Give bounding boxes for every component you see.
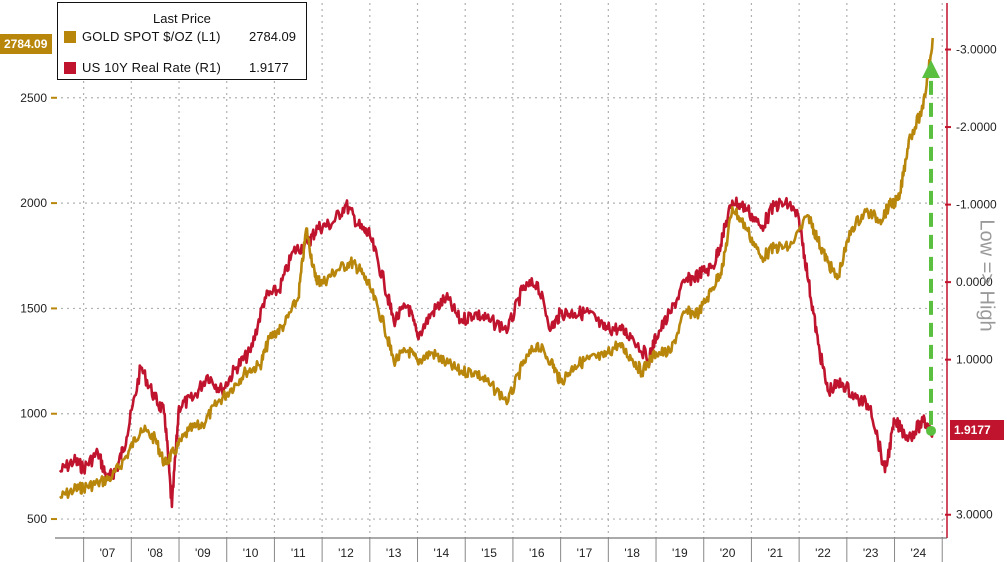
x-tick-label: '24	[911, 546, 927, 560]
legend-title: Last Price	[153, 11, 211, 26]
right-tick-label: -2.0000	[956, 120, 997, 134]
series-line-gold-spot	[59, 37, 934, 500]
x-tick-label: '17	[577, 546, 593, 560]
last-value-flag-gold: 2784.09	[0, 34, 52, 54]
last-value-flag-rate: 1.9177	[950, 420, 1004, 440]
legend-value-gold: 2784.09	[249, 29, 296, 44]
x-tick-label: '20	[720, 546, 736, 560]
right-tick-label: -3.0000	[956, 43, 997, 57]
grid-lines	[55, 3, 947, 538]
legend-swatch-rate	[64, 62, 76, 74]
x-tick-label: '13	[386, 546, 402, 560]
dashed-up-arrow	[922, 60, 940, 436]
x-tick-label: '11	[291, 546, 306, 560]
right-tick-label: 0.0000	[956, 275, 993, 289]
x-tick-label: '15	[481, 546, 497, 560]
x-tick-label: '12	[338, 546, 354, 560]
legend-item-rate: US 10Y Real Rate (R1) 1.9177	[64, 60, 304, 76]
legend-name-rate: US 10Y Real Rate (R1)	[82, 60, 222, 75]
legend-swatch-gold	[64, 31, 76, 43]
series-line-us-10y-real-rate	[58, 196, 934, 509]
x-tick-label: '10	[243, 546, 259, 560]
x-tick-label: '09	[195, 546, 211, 560]
x-tick-label: '21	[767, 546, 783, 560]
right-tick-label: -1.0000	[956, 198, 997, 212]
x-tick-label: '16	[529, 546, 545, 560]
side-label-low-high: Low => High	[966, 190, 1006, 360]
left-axis: 500 1000 1500 2000 2500	[20, 91, 57, 526]
x-axis: '07 '08 '09 '10 '11 '12 '13 '14 '15 '16 '17 '18 '19 '…	[55, 537, 947, 562]
legend-name-gold: GOLD SPOT $/OZ (L1)	[82, 29, 221, 44]
left-tick-label: 1000	[20, 407, 47, 421]
right-tick-label: 3.0000	[956, 508, 993, 522]
x-tick-label: '19	[672, 546, 688, 560]
x-tick-label: '08	[147, 546, 163, 560]
x-tick-label: '23	[863, 546, 879, 560]
x-tick-label: '22	[815, 546, 831, 560]
legend-item-gold: GOLD SPOT $/OZ (L1) 2784.09	[64, 29, 304, 45]
arrow-head	[922, 60, 940, 78]
x-tick-label: '07	[100, 546, 116, 560]
arrow-tail-dot	[926, 425, 936, 436]
right-axis: -3.0000 -2.0000 -1.0000 0.0000 1.0000 3.0000	[945, 3, 997, 538]
x-tick-label: '18	[624, 546, 640, 560]
side-label-text: Low => High	[975, 218, 998, 332]
left-tick-label: 1500	[20, 301, 47, 315]
left-tick-label: 500	[27, 512, 47, 526]
legend-value-rate: 1.9177	[249, 60, 289, 75]
x-tick-label: '14	[434, 546, 450, 560]
left-tick-label: 2500	[20, 91, 47, 105]
legend: Last Price GOLD SPOT $/OZ (L1) 2784.09 U…	[57, 2, 307, 80]
left-tick-label: 2000	[20, 196, 47, 210]
right-tick-label: 1.0000	[956, 353, 993, 367]
